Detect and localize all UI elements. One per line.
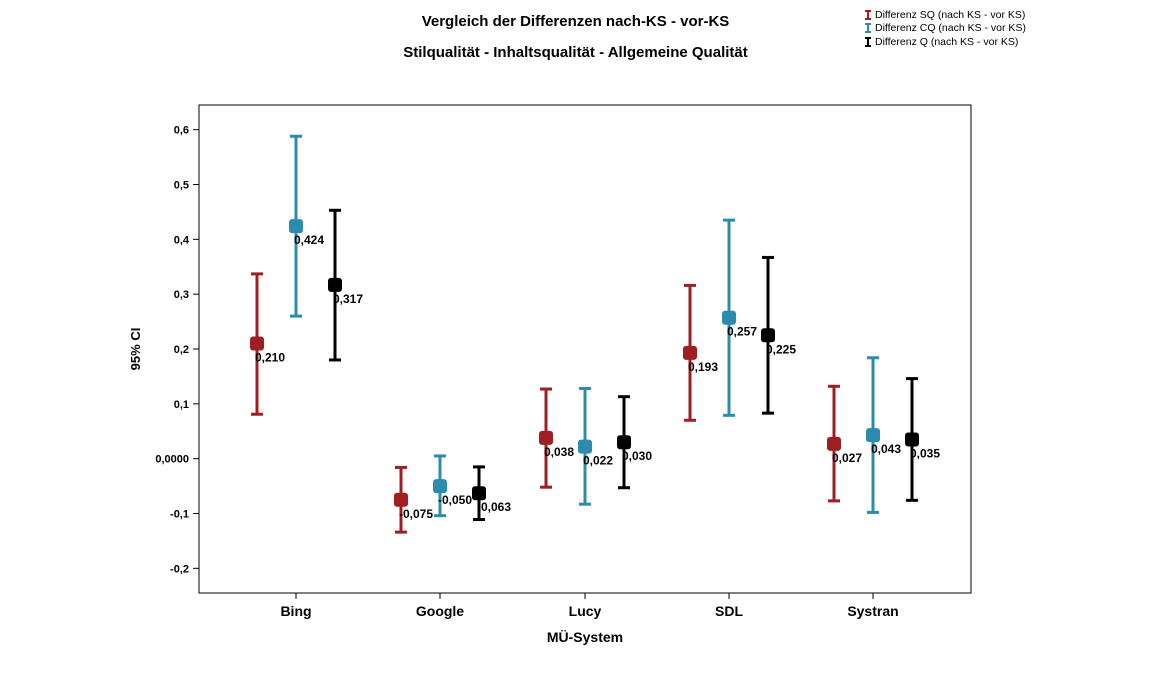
y-tick-label: 0,0000 (155, 454, 189, 466)
data-label: 0,210 (255, 351, 285, 365)
data-label: 0,030 (622, 449, 652, 463)
mean-marker (578, 439, 592, 454)
x-tick-label: SDL (715, 603, 743, 619)
legend-label-sq: Differenz SQ (nach KS - vor KS) (875, 8, 1026, 21)
legend-item-sq: Differenz SQ (nach KS - vor KS) (864, 8, 1026, 22)
error-bars: 0,210 -0,075 0,038 0,193 0,027 0,424 -0,050 0,0… (250, 134, 940, 534)
mean-marker (827, 436, 841, 451)
data-label: 0,317 (333, 292, 363, 306)
y-tick-label: -0,2 (170, 563, 189, 575)
data-label: -0,063 (477, 500, 511, 514)
data-label: 0,027 (832, 451, 862, 465)
data-label: 0,193 (688, 360, 718, 374)
mean-marker (250, 336, 264, 351)
data-label: 0,035 (910, 446, 940, 460)
data-label: 0,022 (583, 454, 613, 468)
y-tick-label: 0,4 (174, 234, 190, 246)
data-label: 0,043 (871, 442, 901, 456)
mean-marker (617, 435, 631, 450)
x-tick-label: Lucy (569, 603, 602, 619)
data-label: -0,050 (438, 493, 472, 507)
data-label: 0,038 (544, 445, 574, 459)
y-tick-label: 0,6 (174, 125, 189, 137)
mean-marker (472, 486, 486, 501)
mean-marker (433, 479, 447, 494)
mean-marker (905, 432, 919, 447)
legend-swatch-sq (865, 9, 871, 20)
y-tick-label: -0,1 (170, 508, 189, 520)
legend-swatch-cq (865, 23, 871, 34)
legend: Differenz SQ (nach KS - vor KS) Differen… (864, 8, 1026, 49)
y-tick-label: 0,2 (174, 344, 189, 356)
x-tick-label: Systran (847, 603, 898, 619)
data-label: 0,424 (294, 233, 324, 247)
data-label: 0,225 (766, 342, 796, 356)
x-axis: Bing Google Lucy SDL Systran (280, 593, 899, 619)
y-tick-label: 0,3 (174, 289, 189, 301)
mean-marker (539, 430, 553, 445)
legend-swatch-q (865, 36, 871, 47)
chart-title: Vergleich der Differenzen nach-KS - vor-… (421, 13, 730, 30)
mean-marker (866, 428, 880, 443)
chart-subtitle: Stilqualität - Inhaltsqualität - Allgeme… (403, 44, 748, 61)
mean-marker (683, 345, 697, 360)
legend-label-cq: Differenz CQ (nach KS - vor KS) (875, 22, 1026, 35)
mean-marker (289, 219, 303, 234)
x-tick-label: Bing (280, 603, 311, 619)
data-label: -0,075 (399, 507, 433, 521)
plot-frame (198, 104, 972, 594)
y-tick-label: 0,5 (174, 180, 189, 192)
y-axis: -0,2 -0,1 0,0000 0,1 0,2 0,3 0,4 0,5 0,6 (155, 125, 199, 575)
mean-marker (722, 310, 736, 325)
x-tick-label: Google (416, 603, 464, 619)
data-label: 0,257 (727, 325, 757, 339)
mean-marker (394, 492, 408, 507)
mean-marker (761, 328, 775, 343)
legend-label-q: Differenz Q (nach KS - vor KS) (875, 35, 1019, 48)
legend-item-q: Differenz Q (nach KS - vor KS) (864, 35, 1026, 49)
y-axis-label: 95% CI (128, 328, 143, 371)
mean-marker (328, 277, 342, 292)
legend-item-cq: Differenz CQ (nach KS - vor KS) (864, 22, 1026, 36)
x-axis-label: MÜ-System (547, 629, 623, 645)
y-tick-label: 0,1 (174, 399, 189, 411)
